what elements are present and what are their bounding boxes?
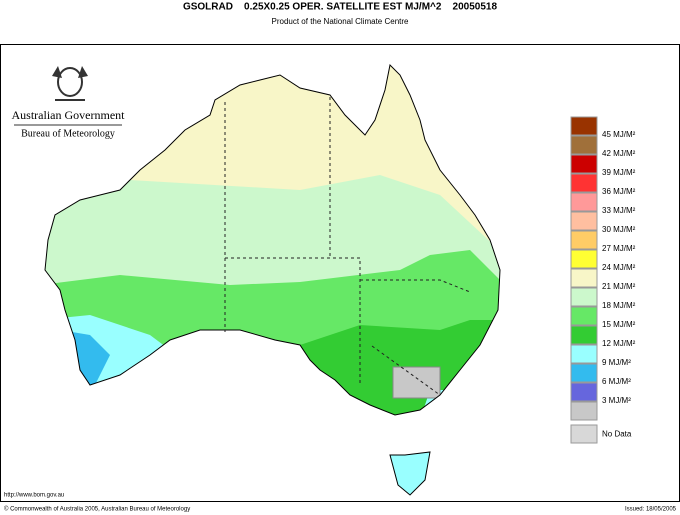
legend-label: 42 MJ/M² xyxy=(602,149,636,158)
legend-label: 21 MJ/M² xyxy=(602,282,636,291)
legend-label: 3 MJ/M² xyxy=(602,396,631,405)
state-borders xyxy=(224,97,471,396)
legend-swatch xyxy=(570,249,598,269)
legend-label: 45 MJ/M² xyxy=(602,130,636,139)
legend-label: 24 MJ/M² xyxy=(602,263,636,272)
legend-swatch xyxy=(570,363,598,383)
legend-swatch xyxy=(570,192,598,212)
title: GSOLRAD 0.25X0.25 OPER. SATELLITE EST MJ… xyxy=(183,2,498,13)
legend-label: 30 MJ/M² xyxy=(602,225,636,234)
legend-swatch xyxy=(570,154,598,174)
legend-label: 12 MJ/M² xyxy=(602,339,636,348)
legend-label: 39 MJ/M² xyxy=(602,168,636,177)
legend-label: 33 MJ/M² xyxy=(602,206,636,215)
legend-swatch xyxy=(570,230,598,250)
legend-swatch xyxy=(570,173,598,193)
legend-swatch xyxy=(570,211,598,231)
footer-copyright: © Commonwealth of Australia 2005, Austra… xyxy=(4,506,190,513)
legend-swatch xyxy=(570,116,598,136)
legend-label: 36 MJ/M² xyxy=(602,187,636,196)
legend-swatch xyxy=(570,287,598,307)
legend-swatch xyxy=(570,344,598,364)
legend-label: 18 MJ/M² xyxy=(602,301,636,310)
legend-label: No Data xyxy=(602,430,632,439)
subtitle: Product of the National Climate Centre xyxy=(272,17,410,26)
legend-label: 9 MJ/M² xyxy=(602,358,631,367)
legend-swatch xyxy=(570,135,598,155)
footer-issued: Issued: 18/05/2005 xyxy=(625,507,677,513)
legend-swatch xyxy=(570,268,598,288)
legend-swatch xyxy=(570,382,598,402)
legend: 45 MJ/M² 42 MJ/M² 39 MJ/M² 36 MJ/M² 33 MJ/M²… xyxy=(570,116,636,444)
legend-label: 6 MJ/M² xyxy=(602,377,631,386)
logo-line2: Bureau of Meteorology xyxy=(21,128,115,139)
legend-label: 15 MJ/M² xyxy=(602,320,636,329)
legend-swatch xyxy=(570,306,598,326)
logo-line1: Australian Government xyxy=(12,108,126,122)
legend-swatch xyxy=(570,424,598,444)
legend-swatch xyxy=(570,401,598,421)
legend-label: 27 MJ/M² xyxy=(602,244,636,253)
legend-swatch xyxy=(570,325,598,345)
footer-url: http://www.bom.gov.au xyxy=(4,493,64,499)
logo: Australian Government Bureau of Meteorol… xyxy=(12,66,126,139)
coastline xyxy=(44,63,501,496)
